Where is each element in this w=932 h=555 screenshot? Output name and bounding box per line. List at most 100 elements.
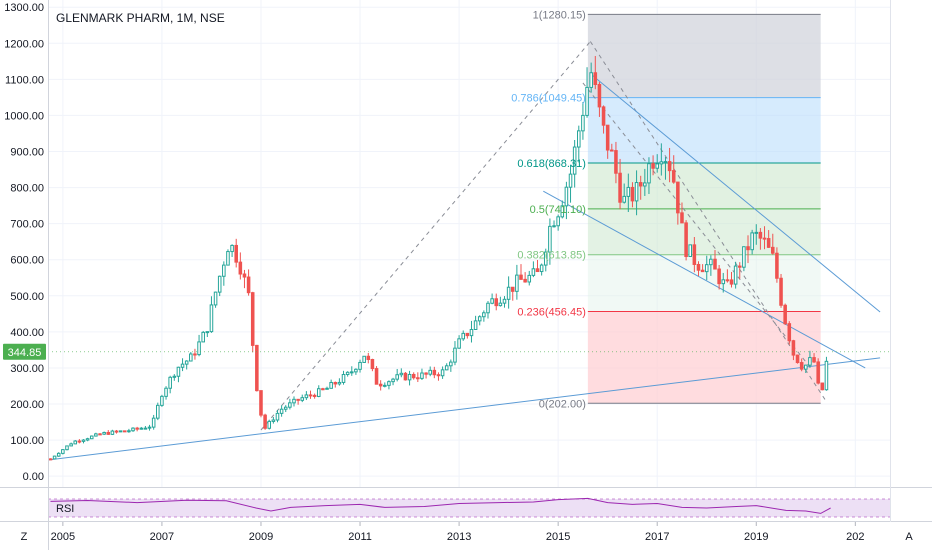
candle-body [69, 443, 73, 447]
candle-body [449, 361, 453, 367]
time-axis[interactable] [0, 522, 932, 550]
candle-body [808, 357, 812, 366]
candle-body [81, 439, 86, 442]
price-axis[interactable] [0, 0, 48, 487]
candle-body [593, 72, 598, 85]
candle-body [506, 286, 511, 300]
fib-level-label: 0.382(613.85) [517, 250, 586, 262]
candle-body [527, 274, 532, 283]
fibonacci-retracement[interactable] [587, 13, 821, 404]
candle-body [292, 398, 296, 404]
price-tick-label: 600.00 [10, 255, 44, 267]
candle-body [61, 449, 65, 454]
candle-body [589, 72, 593, 88]
candle-body [358, 361, 362, 370]
candle-body [271, 419, 276, 422]
candle-body [209, 304, 214, 333]
fib-level-label: 0.786(1049.45) [511, 93, 586, 105]
price-tick-label: 300.00 [10, 363, 44, 375]
rsi-pane[interactable]: RSI [48, 497, 890, 518]
candle-body [539, 264, 544, 273]
candle-body [432, 369, 437, 376]
candle-body [378, 383, 383, 387]
candle-body [56, 452, 61, 457]
candle-body [704, 264, 709, 273]
trendline[interactable] [260, 41, 591, 431]
time-tick-label: 2019 [744, 531, 768, 543]
zoom-button[interactable]: Z [21, 531, 28, 543]
candle-body [444, 365, 449, 371]
candle-body [325, 387, 329, 390]
trendline[interactable] [582, 82, 812, 369]
time-tick-label: 2011 [348, 531, 372, 543]
candle-body [676, 181, 680, 214]
candle-body [127, 430, 131, 433]
candle-body [114, 430, 119, 433]
candle-body [564, 186, 569, 207]
candle-body [403, 372, 408, 381]
candle-body [758, 231, 763, 239]
candle-body [250, 292, 255, 346]
candle-body [193, 353, 197, 356]
candle-body [779, 277, 783, 306]
symbol-title[interactable]: GLENMARK PHARM, 1M, NSE [56, 11, 225, 25]
trendlines[interactable] [48, 41, 881, 461]
candle-body [552, 225, 556, 228]
candle-body [362, 355, 366, 363]
trendline[interactable] [592, 75, 881, 313]
candle-body [238, 261, 243, 275]
candle-body [634, 182, 639, 202]
candle-body [333, 381, 338, 385]
last-price-badge: 344.85 [3, 343, 46, 360]
candle-body [77, 440, 82, 443]
candle-body [391, 378, 395, 383]
candle-body [812, 357, 816, 363]
candle-body [366, 355, 371, 360]
candle-body [106, 431, 111, 435]
candle-body [721, 279, 726, 285]
trendline[interactable] [48, 357, 881, 461]
candle-body [189, 353, 193, 362]
fib-zone [587, 254, 821, 312]
trendline[interactable] [543, 190, 866, 369]
candle-body [226, 251, 230, 266]
candle-body [688, 244, 693, 258]
candle-body [222, 264, 226, 277]
fib-level-label: 0.5(741.10) [530, 204, 586, 216]
candle-body [585, 86, 589, 116]
candle-body [486, 302, 490, 314]
price-tick-label: 200.00 [10, 399, 44, 411]
auto-scale-button[interactable]: A [905, 531, 913, 543]
candle-body [477, 316, 482, 322]
auto-scale-icon[interactable]: A [905, 531, 913, 543]
candle-body [279, 408, 284, 414]
candle-body [750, 232, 754, 251]
candle-body [543, 251, 548, 266]
candle-body [535, 268, 540, 273]
candle-body [304, 394, 309, 399]
candle-body [296, 398, 300, 401]
candle-body [65, 445, 69, 451]
candle-body [671, 170, 676, 183]
candle-body [234, 244, 238, 263]
candle-body [482, 312, 486, 318]
candle-body [651, 163, 655, 169]
candle-body [614, 150, 618, 174]
price-tick-label: 800.00 [10, 183, 44, 195]
candle-body [197, 341, 201, 356]
candle-body [48, 458, 53, 461]
time-tick-label: 2009 [249, 531, 273, 543]
candle-body [453, 347, 457, 363]
candle-body [638, 182, 643, 187]
candle-body [374, 368, 379, 385]
fib-zone [587, 311, 821, 404]
candle-body [184, 360, 189, 365]
candle-body [655, 163, 659, 169]
candle-body [461, 332, 466, 340]
candle-body [746, 246, 750, 251]
zoom-icon[interactable]: Z [21, 531, 28, 543]
candle-body [156, 404, 160, 419]
candle-body [242, 273, 247, 278]
